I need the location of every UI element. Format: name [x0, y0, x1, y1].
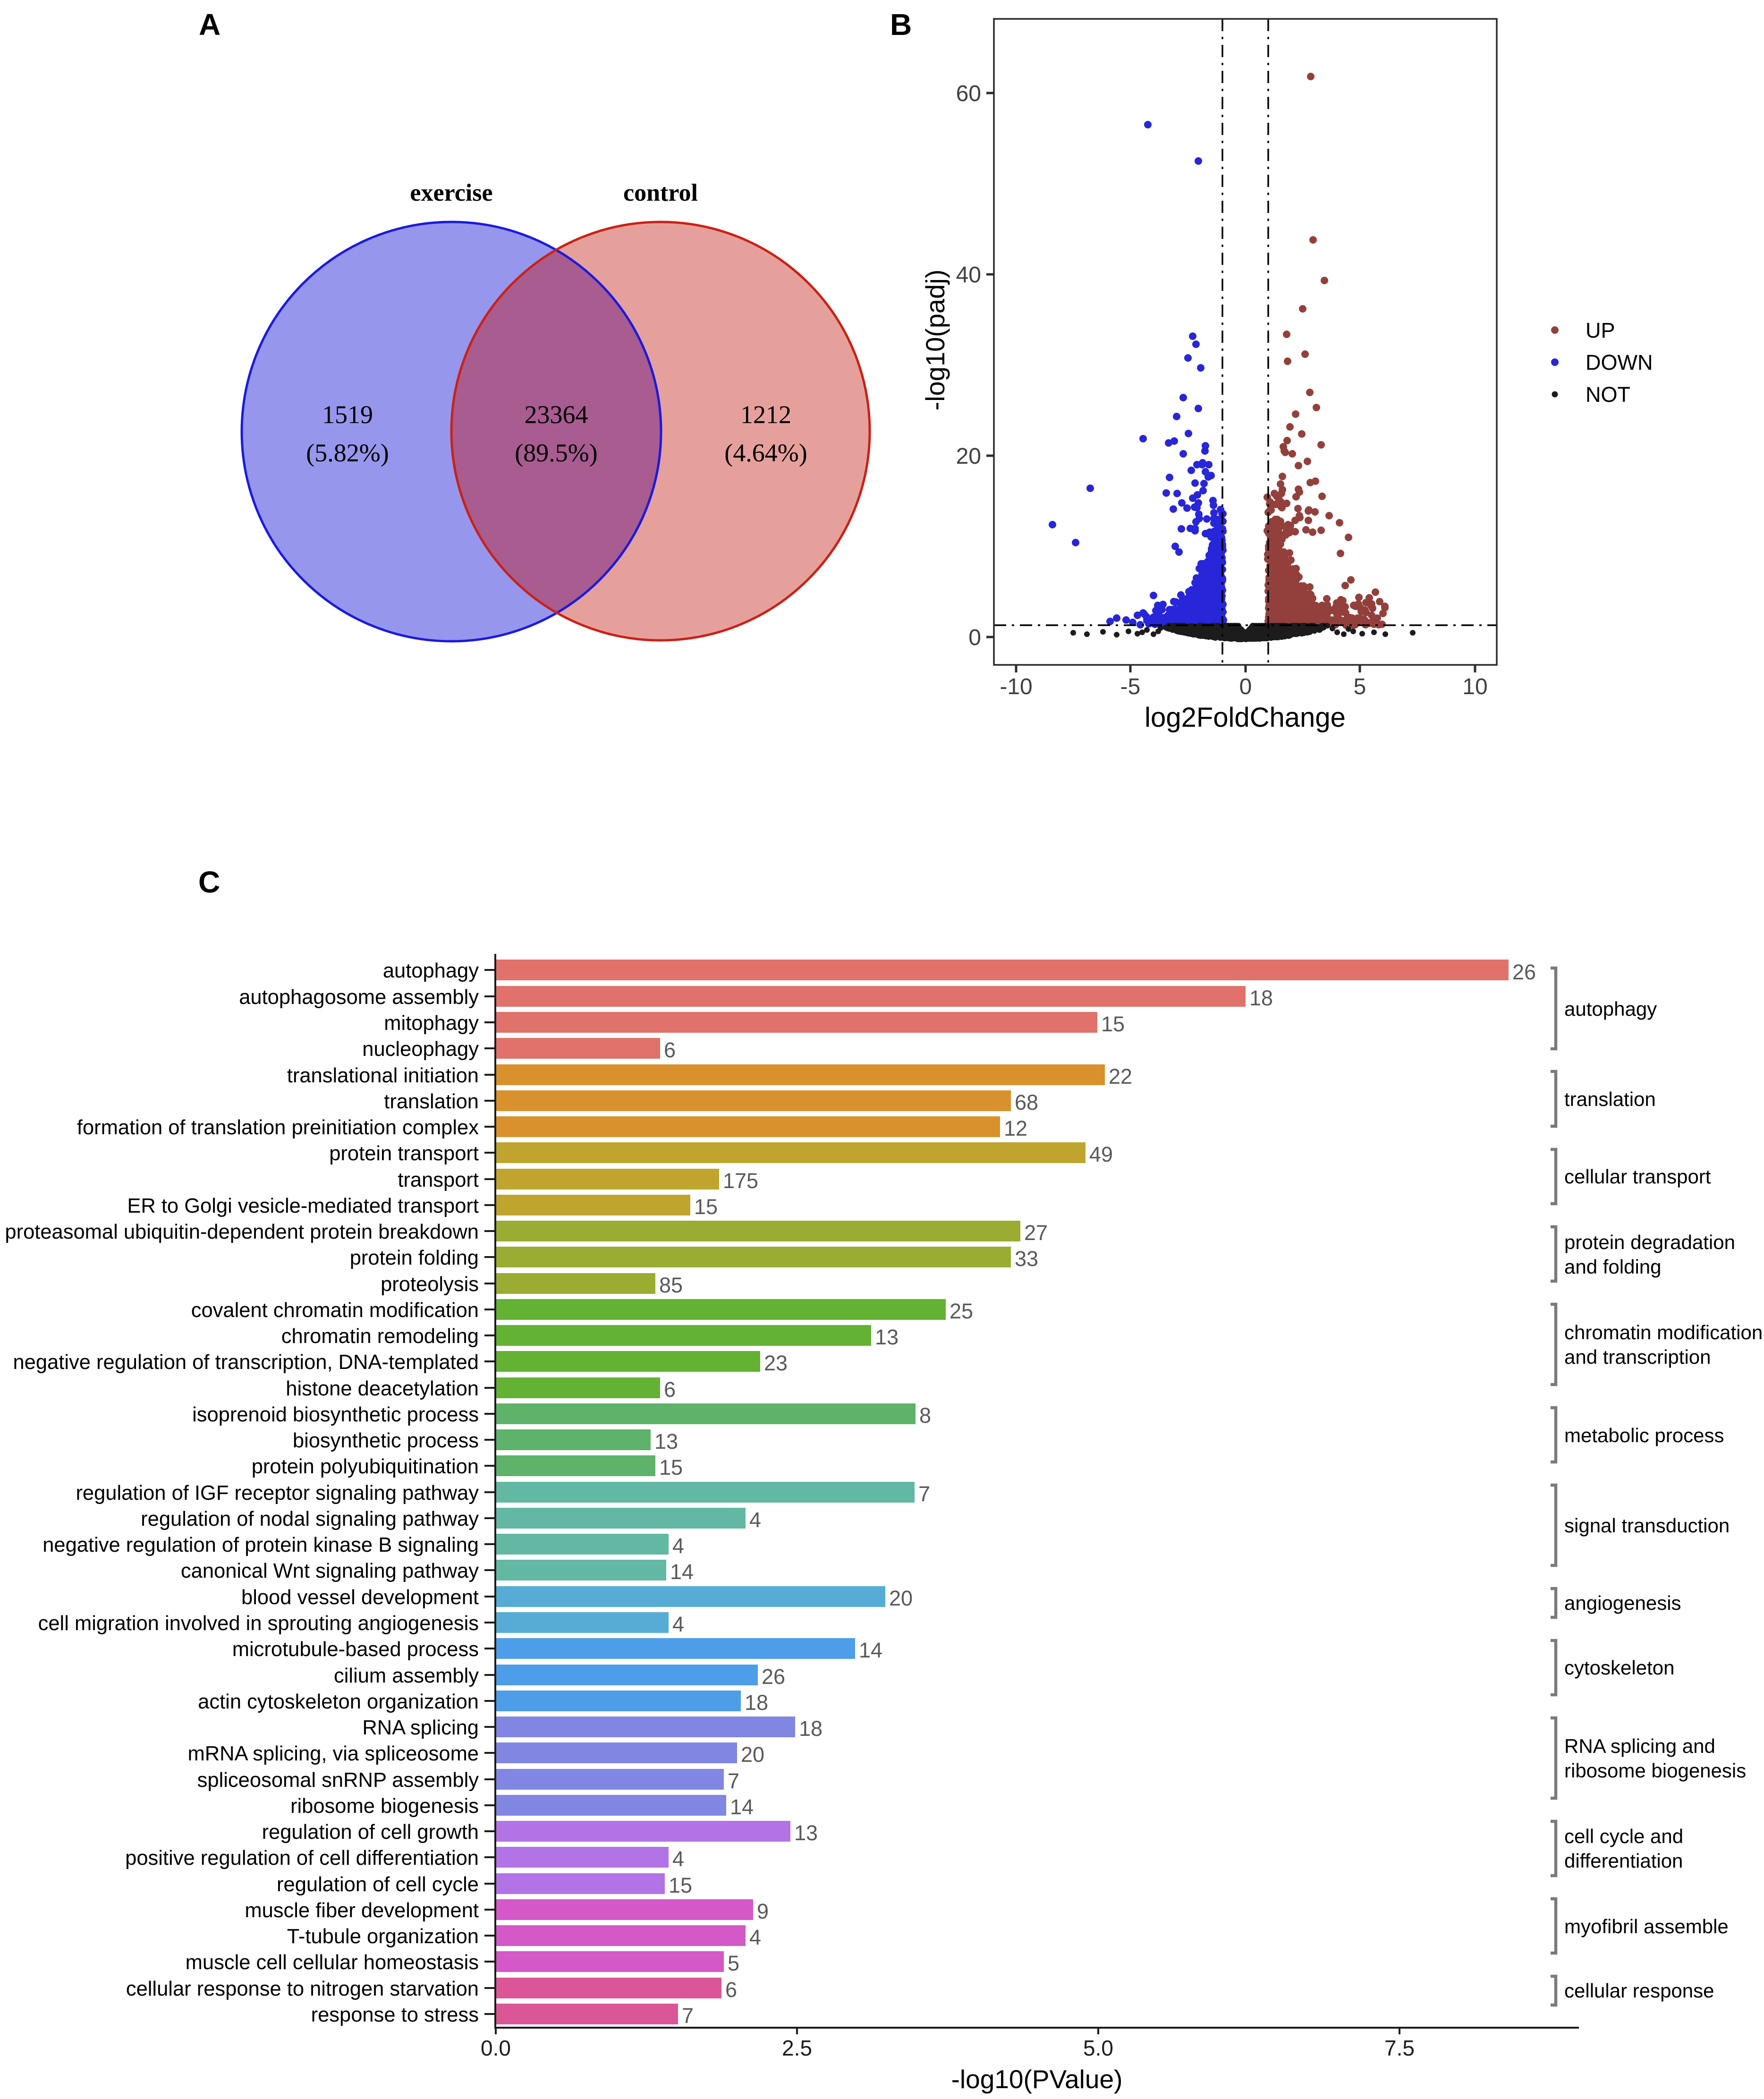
- svg-text:1212: 1212: [740, 400, 791, 429]
- svg-text:(5.82%): (5.82%): [306, 439, 389, 467]
- svg-text:1519: 1519: [322, 400, 373, 429]
- svg-text:B: B: [890, 8, 912, 42]
- svg-text:A: A: [199, 8, 220, 42]
- svg-text:23364: 23364: [525, 400, 588, 429]
- svg-text:(4.64%): (4.64%): [724, 439, 807, 467]
- svg-text:(89.5%): (89.5%): [515, 439, 597, 467]
- svg-text:exercise: exercise: [410, 179, 492, 206]
- svg-text:control: control: [623, 179, 698, 206]
